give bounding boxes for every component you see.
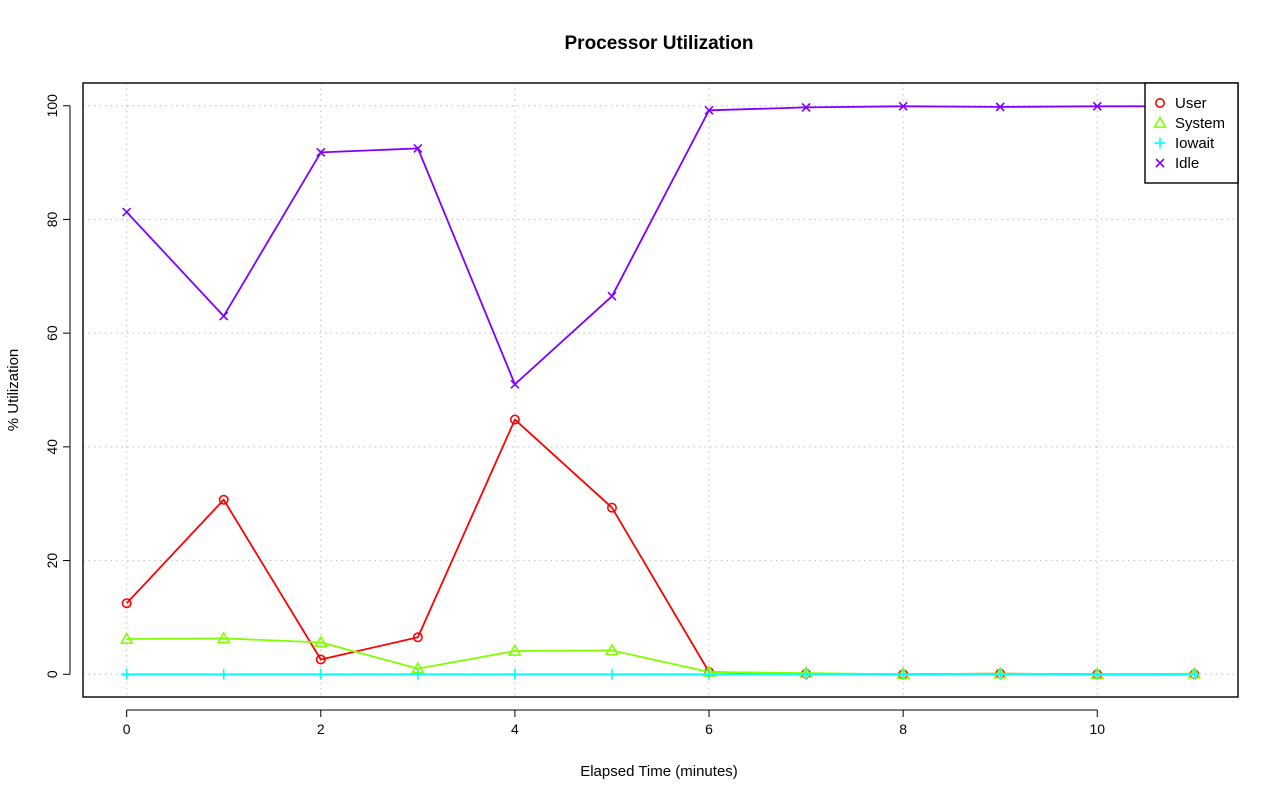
series-iowait bbox=[121, 668, 1200, 680]
data-point-user bbox=[315, 654, 326, 665]
data-point-iowait bbox=[412, 668, 424, 680]
series-line-idle bbox=[126, 105, 1195, 386]
y-axis-label: % Utilization bbox=[5, 349, 22, 432]
data-point-idle bbox=[607, 291, 617, 301]
data-point-idle bbox=[1092, 101, 1102, 111]
y-tick-label: 100 bbox=[44, 94, 60, 118]
data-point-iowait bbox=[121, 668, 133, 680]
y-tick-label: 20 bbox=[44, 553, 60, 569]
grid bbox=[83, 83, 1238, 697]
data-point-idle-b bbox=[510, 379, 520, 389]
data-point-idle-b bbox=[801, 102, 811, 113]
data-point-idle bbox=[219, 311, 229, 321]
data-point-idle bbox=[898, 101, 908, 111]
legend-item-system: System bbox=[1153, 115, 1225, 132]
data-point-iowait bbox=[509, 668, 521, 680]
data-point-idle-b bbox=[122, 207, 132, 217]
x-tick-label: 6 bbox=[705, 721, 713, 737]
series-layer bbox=[119, 101, 1202, 680]
data-point-idle-b bbox=[1092, 101, 1102, 111]
data-point-user bbox=[412, 632, 423, 643]
data-point-iowait bbox=[703, 668, 715, 680]
data-point-idle-b bbox=[898, 101, 908, 111]
series-idle bbox=[122, 101, 1199, 389]
data-point-idle bbox=[801, 102, 811, 113]
data-point-idle-b bbox=[704, 105, 714, 115]
series-line-user bbox=[126, 418, 1195, 676]
data-point-iowait bbox=[315, 668, 327, 680]
series-line-system bbox=[126, 637, 1195, 676]
legend-box bbox=[1144, 82, 1239, 184]
series-user bbox=[121, 414, 1200, 680]
data-point-iowait bbox=[1188, 668, 1200, 680]
data-point-idle bbox=[316, 147, 326, 157]
y-tick-label: 80 bbox=[44, 211, 60, 227]
data-point-idle-b bbox=[219, 311, 229, 321]
data-point-user bbox=[509, 414, 520, 425]
x-tick-label: 0 bbox=[123, 721, 131, 737]
y-tick-label: 0 bbox=[44, 670, 60, 678]
data-point-iowait bbox=[218, 668, 230, 680]
data-point-iowait bbox=[800, 668, 812, 680]
legend-item-iowait: Iowait bbox=[1154, 135, 1215, 152]
data-point-user bbox=[121, 598, 132, 609]
data-point-idle-b bbox=[413, 143, 423, 153]
data-point-idle-b bbox=[316, 147, 326, 157]
data-point-user bbox=[218, 494, 229, 505]
legend-marker-user bbox=[1155, 98, 1166, 109]
legend-label-iowait: Iowait bbox=[1175, 135, 1215, 152]
data-point-iowait bbox=[994, 668, 1006, 680]
legend-label-idle: Idle bbox=[1175, 155, 1199, 172]
x-axis-label: Elapsed Time (minutes) bbox=[580, 763, 738, 780]
legend-item-user: User bbox=[1155, 95, 1207, 112]
legend-marker-idle-b bbox=[1155, 158, 1165, 168]
data-point-system bbox=[119, 631, 134, 644]
x-tick-label: 8 bbox=[899, 721, 907, 737]
data-point-system bbox=[508, 643, 522, 656]
x-tick-label: 4 bbox=[511, 721, 519, 737]
data-point-idle-b bbox=[607, 291, 617, 301]
y-tick-label: 40 bbox=[44, 439, 60, 455]
data-point-idle bbox=[413, 143, 423, 153]
legend-label-user: User bbox=[1175, 95, 1207, 112]
legend-marker-iowait bbox=[1154, 137, 1166, 149]
data-point-user bbox=[606, 502, 617, 513]
data-point-iowait bbox=[897, 668, 909, 680]
data-point-idle bbox=[704, 105, 714, 115]
data-point-iowait bbox=[1091, 668, 1103, 680]
y-tick-label: 60 bbox=[44, 325, 60, 341]
data-point-system bbox=[313, 635, 328, 648]
data-point-idle bbox=[995, 102, 1005, 112]
legend: User System Iowait Idle bbox=[1144, 82, 1239, 184]
x-tick-label: 10 bbox=[1089, 721, 1105, 737]
series-system bbox=[119, 631, 1202, 680]
legend-marker-idle bbox=[1155, 158, 1165, 168]
legend-item-idle: Idle bbox=[1155, 155, 1199, 172]
data-point-idle-b bbox=[995, 102, 1005, 112]
chart-title: Processor Utilization bbox=[565, 33, 754, 54]
x-tick-label: 2 bbox=[317, 721, 325, 737]
plot-border bbox=[82, 82, 1239, 698]
data-point-system bbox=[216, 631, 231, 644]
data-point-idle bbox=[510, 379, 520, 389]
data-point-idle bbox=[122, 207, 132, 217]
data-point-system bbox=[605, 643, 619, 656]
data-point-iowait bbox=[606, 668, 618, 680]
legend-marker-system bbox=[1153, 115, 1167, 128]
legend-label-system: System bbox=[1175, 115, 1225, 132]
